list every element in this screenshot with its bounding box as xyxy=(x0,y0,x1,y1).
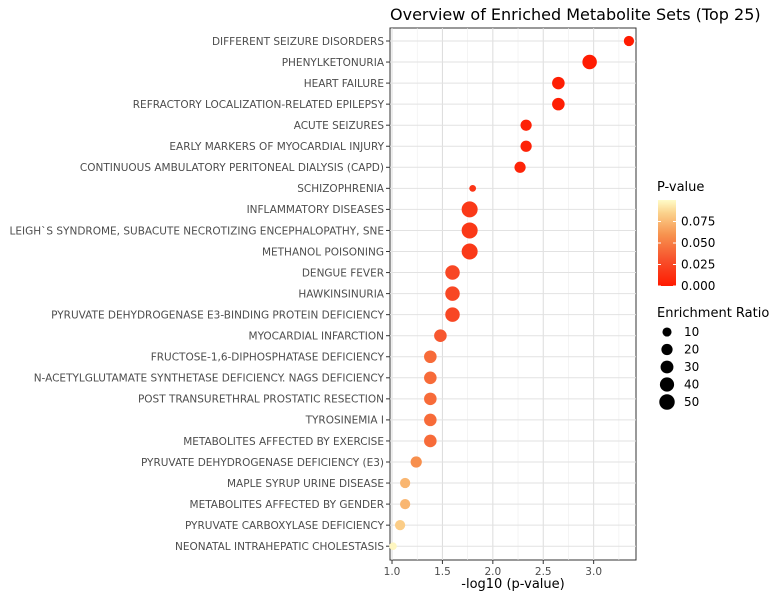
y-tick-label: POST TRANSURETHRAL PROSTATIC RESECTION xyxy=(138,394,384,406)
data-point xyxy=(520,119,532,131)
data-point xyxy=(399,498,411,510)
size-legend-label: 10 xyxy=(684,325,699,339)
color-legend: P-value 0.075 0.050 0.025 0.000 xyxy=(657,180,715,293)
x-tick-label: 1.5 xyxy=(434,566,451,578)
size-legend-dot xyxy=(660,360,674,374)
y-tick-label: HAWKINSINURIA xyxy=(298,288,384,300)
color-legend-ticks: 0.075 0.050 0.025 0.000 xyxy=(658,215,715,293)
y-tick-label: SCHIZOPHRENIA xyxy=(297,183,385,195)
size-legend-label: 40 xyxy=(684,378,699,392)
y-tick-label: PHENYLKETONURIA xyxy=(282,57,385,69)
y-tick-label: LEIGH`S SYNDROME, SUBACUTE NECROTIZING E… xyxy=(10,225,384,237)
size-legend: Enrichment Ratio 10 20 30 40 50 xyxy=(657,306,769,410)
data-point xyxy=(469,184,477,192)
x-axis-title: -log10 (p-value) xyxy=(461,577,564,592)
data-point xyxy=(582,54,597,70)
color-legend-label: 0.075 xyxy=(681,215,715,229)
y-tick-label: METHANOL POISONING xyxy=(262,246,384,258)
data-point xyxy=(461,243,478,260)
data-point xyxy=(552,97,565,111)
color-legend-label: 0.000 xyxy=(681,279,715,293)
size-legend-dot xyxy=(659,394,675,410)
data-point xyxy=(445,307,460,322)
data-point xyxy=(461,222,478,239)
data-point xyxy=(623,35,635,47)
data-point xyxy=(445,265,460,280)
size-legend-dot xyxy=(659,377,675,392)
y-tick-label: METABOLITES AFFECTED BY GENDER xyxy=(190,499,384,511)
y-tick-label: PYRUVATE CARBOXYLASE DEFICIENCY xyxy=(185,520,385,532)
data-point xyxy=(514,161,526,173)
y-tick-label: FRUCTOSE-1,6-DIPHOSPHATASE DEFICIENCY xyxy=(151,352,385,364)
data-point xyxy=(434,329,447,342)
data-point xyxy=(520,140,532,152)
size-legend-dot xyxy=(662,327,672,337)
y-tick-label: N-ACETYLGLUTAMATE SYNTHETASE DEFICIENCY.… xyxy=(34,373,385,385)
x-axis: 1.0 1.5 2.0 2.5 3.0 xyxy=(384,560,602,578)
y-tick-label: EARLY MARKERS OF MYOCARDIAL INJURY xyxy=(169,141,384,153)
y-tick-label: INFLAMMATORY DISEASES xyxy=(247,204,385,216)
color-legend-label: 0.050 xyxy=(681,236,715,250)
y-tick-label: DENGUE FEVER xyxy=(302,267,384,279)
x-tick-label: 1.0 xyxy=(384,566,401,578)
y-tick-label: DIFFERENT SEIZURE DISORDERS xyxy=(212,36,384,48)
x-tick-label: 3.0 xyxy=(585,566,602,578)
y-tick-label: CONTINUOUS AMBULATORY PERITONEAL DIALYSI… xyxy=(80,162,384,174)
data-points xyxy=(389,35,635,551)
y-tick-label: PYRUVATE DEHYDROGENASE E3-BINDING PROTEI… xyxy=(51,309,384,321)
y-tick-label: MYOCARDIAL INFARCTION xyxy=(249,331,384,343)
data-point xyxy=(410,456,422,468)
data-point xyxy=(461,201,478,218)
y-tick-label: TYROSINEMIA I xyxy=(305,415,384,427)
color-legend-label: 0.025 xyxy=(681,258,715,272)
x-tick-label: 2.5 xyxy=(535,566,552,578)
y-axis-labels: DIFFERENT SEIZURE DISORDERS PHENYLKETONUR… xyxy=(10,36,390,553)
color-legend-bar xyxy=(658,200,676,286)
data-point xyxy=(445,286,460,301)
y-tick-label: PYRUVATE DEHYDROGENASE DEFICIENCY (E3) xyxy=(141,457,384,469)
size-legend-title: Enrichment Ratio xyxy=(657,306,769,321)
data-point xyxy=(389,542,397,551)
data-point xyxy=(424,350,437,364)
data-point xyxy=(394,520,406,531)
y-tick-label: ACUTE SEIZURES xyxy=(294,120,385,132)
y-tick-label: REFRACTORY LOCALIZATION-RELATED EPILEPSY xyxy=(133,99,385,111)
size-legend-entries: 10 20 30 40 50 xyxy=(659,325,699,410)
y-tick-label: NEONATAL INTRAHEPATIC CHOLESTASIS xyxy=(175,541,384,553)
data-point xyxy=(424,371,437,385)
y-tick-label: MAPLE SYRUP URINE DISEASE xyxy=(227,478,384,490)
x-tick-label: 2.0 xyxy=(484,566,501,578)
size-legend-label: 50 xyxy=(684,395,699,409)
size-legend-dot xyxy=(661,343,673,356)
data-point xyxy=(552,76,565,90)
y-tick-label: HEART FAILURE xyxy=(304,78,384,90)
data-point xyxy=(424,434,437,448)
color-legend-title: P-value xyxy=(657,180,704,195)
data-point xyxy=(399,477,411,489)
y-tick-label: METABOLITES AFFECTED BY EXERCISE xyxy=(183,436,384,448)
data-point xyxy=(424,413,437,427)
chart-title: Overview of Enriched Metabolite Sets (To… xyxy=(390,5,761,24)
gridlines xyxy=(390,28,636,560)
size-legend-label: 30 xyxy=(684,360,699,374)
data-point xyxy=(424,392,437,406)
size-legend-label: 20 xyxy=(684,343,699,357)
